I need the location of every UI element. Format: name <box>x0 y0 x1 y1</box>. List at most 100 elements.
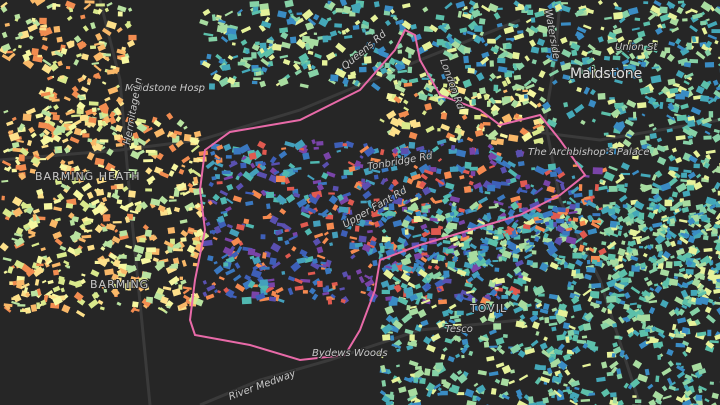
building <box>257 140 267 150</box>
building <box>534 187 544 195</box>
building <box>454 353 461 359</box>
building <box>396 154 407 161</box>
building <box>471 303 481 312</box>
building <box>664 47 671 54</box>
building <box>441 196 450 205</box>
building <box>367 229 373 234</box>
building <box>700 159 705 163</box>
building <box>715 212 720 221</box>
building <box>515 389 523 397</box>
building <box>633 308 645 319</box>
building <box>105 20 117 30</box>
building <box>648 299 658 304</box>
building <box>112 283 119 291</box>
building <box>438 86 450 98</box>
building <box>231 237 242 247</box>
building <box>456 133 463 141</box>
building <box>449 315 459 320</box>
building <box>530 77 538 84</box>
building <box>599 231 605 235</box>
building <box>107 192 112 198</box>
building <box>613 292 621 298</box>
building <box>669 381 676 387</box>
building <box>676 365 686 373</box>
building <box>318 17 329 28</box>
building <box>354 166 361 170</box>
building <box>498 393 505 400</box>
building <box>700 80 711 90</box>
building <box>671 147 678 153</box>
building <box>407 387 418 397</box>
building <box>110 287 120 297</box>
building <box>641 113 646 117</box>
building <box>591 283 602 289</box>
building <box>178 301 188 310</box>
building <box>279 27 289 34</box>
building <box>338 195 350 205</box>
building <box>588 247 595 253</box>
building <box>41 63 53 74</box>
building <box>636 304 642 309</box>
building <box>150 198 161 207</box>
building <box>631 169 640 176</box>
building <box>558 207 566 213</box>
building <box>307 18 317 26</box>
building <box>606 240 617 250</box>
building <box>567 281 572 288</box>
building <box>516 321 522 326</box>
building <box>530 17 536 23</box>
building <box>562 322 571 330</box>
building <box>225 268 236 276</box>
building <box>464 282 473 288</box>
building <box>36 288 42 296</box>
building <box>322 237 329 245</box>
building <box>645 339 655 345</box>
building <box>651 326 657 332</box>
building <box>234 262 241 269</box>
building <box>573 58 584 67</box>
building <box>136 253 143 259</box>
building <box>249 255 255 260</box>
building <box>491 109 499 117</box>
building <box>557 343 565 351</box>
building <box>610 108 621 119</box>
building <box>126 39 136 48</box>
building <box>361 243 372 253</box>
building <box>217 215 225 223</box>
building <box>144 229 153 238</box>
building <box>275 194 287 205</box>
building <box>310 261 321 270</box>
building <box>673 275 679 280</box>
building <box>628 271 635 277</box>
building <box>409 396 418 403</box>
building <box>401 20 413 30</box>
building <box>526 259 534 266</box>
building <box>145 251 153 259</box>
building <box>316 183 325 192</box>
building <box>529 25 539 34</box>
building <box>541 101 551 111</box>
building <box>669 87 679 94</box>
building <box>83 3 92 10</box>
building <box>176 182 187 192</box>
building <box>390 335 395 341</box>
building <box>503 301 511 309</box>
building <box>287 9 293 14</box>
building <box>633 200 645 211</box>
building <box>71 114 81 118</box>
building <box>442 347 448 352</box>
building <box>392 179 397 184</box>
building <box>388 130 396 137</box>
building <box>613 121 625 133</box>
building <box>436 320 447 329</box>
building <box>397 69 408 74</box>
building <box>353 79 360 87</box>
building <box>116 199 123 205</box>
building <box>571 244 577 250</box>
building <box>455 293 465 303</box>
building <box>91 144 98 152</box>
building <box>565 208 570 213</box>
building <box>505 178 511 184</box>
building <box>67 246 77 256</box>
building <box>631 147 640 155</box>
